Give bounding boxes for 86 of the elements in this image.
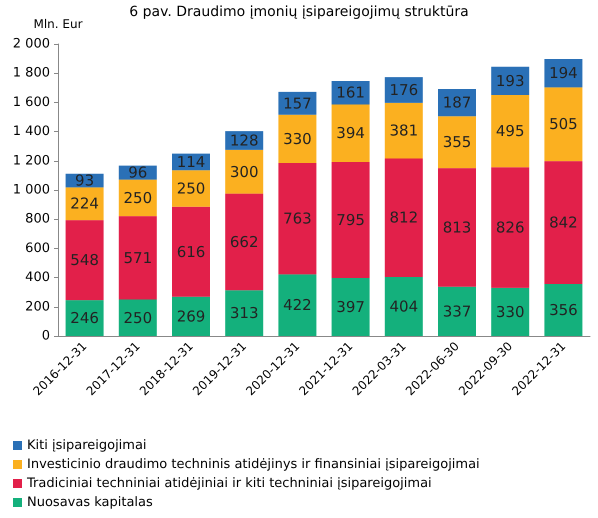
data-label: 250 bbox=[123, 188, 152, 207]
data-label: 842 bbox=[549, 214, 578, 232]
data-label: 193 bbox=[496, 72, 525, 90]
y-tick-label: 800 bbox=[25, 212, 50, 227]
bar bbox=[491, 288, 530, 336]
bar bbox=[278, 274, 316, 336]
data-label: 397 bbox=[336, 298, 365, 316]
bar bbox=[332, 104, 370, 162]
bar bbox=[332, 278, 370, 336]
y-tick-label: 1 200 bbox=[12, 153, 50, 168]
bar bbox=[544, 161, 582, 284]
y-tick-label: 2 000 bbox=[12, 36, 50, 52]
y-tick-label: 1 000 bbox=[12, 182, 50, 198]
data-label: 571 bbox=[123, 248, 152, 267]
legend-label: Investicinio draudimo techninis atidėjinys ir finansiniai įsipareigojimai bbox=[27, 457, 480, 472]
y-tick-label: 200 bbox=[25, 299, 50, 314]
data-label: 337 bbox=[442, 302, 472, 320]
bar bbox=[225, 290, 264, 336]
data-label: 795 bbox=[336, 211, 365, 230]
bar bbox=[172, 296, 210, 336]
bar bbox=[118, 180, 157, 216]
data-label: 826 bbox=[496, 218, 525, 237]
bar bbox=[225, 150, 264, 194]
legend-label: Kiti įsipareigojimai bbox=[27, 438, 147, 453]
data-label: 157 bbox=[283, 94, 312, 112]
y-tick-label: 1 800 bbox=[12, 66, 50, 81]
bar bbox=[544, 87, 582, 162]
data-label: 246 bbox=[70, 309, 99, 328]
data-label: 495 bbox=[496, 122, 525, 140]
data-label: 355 bbox=[442, 133, 472, 152]
bar bbox=[544, 284, 582, 336]
data-label: 93 bbox=[75, 172, 94, 190]
data-label: 404 bbox=[389, 298, 418, 316]
data-label: 394 bbox=[336, 124, 365, 142]
bar bbox=[438, 116, 476, 168]
chart-title: 6 pav. Draudimo įmonių įsipareigojimų struktūra bbox=[129, 4, 469, 20]
data-label: 422 bbox=[283, 296, 312, 314]
bar bbox=[384, 158, 423, 278]
bar bbox=[384, 277, 423, 336]
bar bbox=[278, 162, 316, 274]
bar bbox=[118, 300, 157, 336]
data-label: 250 bbox=[176, 180, 206, 198]
data-label: 662 bbox=[230, 232, 259, 251]
bar bbox=[491, 94, 530, 168]
legend-label: Tradiciniai techniniai atidėjiniai ir kiti techniniai įsipareigojimai bbox=[26, 476, 432, 491]
y-tick-label: 400 bbox=[25, 270, 50, 286]
data-label: 96 bbox=[128, 164, 148, 182]
data-label: 356 bbox=[549, 301, 578, 320]
data-label: 616 bbox=[176, 242, 206, 261]
bar bbox=[384, 102, 423, 158]
y-tick-label: 0 bbox=[42, 328, 50, 344]
bar bbox=[172, 170, 210, 207]
data-label: 300 bbox=[230, 162, 259, 181]
data-label: 813 bbox=[442, 218, 472, 236]
y-tick-label: 1 400 bbox=[12, 124, 50, 140]
data-label: 224 bbox=[70, 194, 99, 213]
data-label: 812 bbox=[389, 208, 418, 227]
y-tick-label: 1 600 bbox=[12, 94, 50, 110]
data-label: 128 bbox=[230, 132, 259, 150]
y-tick-label: 600 bbox=[25, 240, 50, 256]
data-label: 250 bbox=[123, 308, 152, 327]
data-label: 269 bbox=[176, 307, 206, 326]
bar bbox=[491, 167, 530, 288]
bar bbox=[438, 168, 476, 287]
bar bbox=[66, 220, 104, 300]
bar bbox=[332, 162, 370, 278]
data-label: 330 bbox=[496, 302, 525, 321]
bar bbox=[118, 216, 157, 300]
data-label: 161 bbox=[336, 84, 365, 102]
y-axis-title: Mln. Eur bbox=[33, 17, 83, 31]
data-label: 313 bbox=[230, 304, 259, 322]
data-label: 505 bbox=[549, 115, 578, 134]
data-label: 381 bbox=[389, 122, 418, 140]
data-label: 330 bbox=[283, 130, 312, 148]
data-label: 176 bbox=[389, 80, 418, 99]
bar bbox=[225, 194, 264, 290]
data-label: 194 bbox=[549, 64, 578, 82]
data-label: 187 bbox=[442, 94, 472, 112]
data-label: 763 bbox=[283, 210, 312, 228]
data-label: 114 bbox=[176, 152, 206, 171]
data-label: 548 bbox=[70, 251, 99, 270]
bar bbox=[278, 114, 316, 163]
bar bbox=[172, 206, 210, 297]
bar bbox=[438, 286, 476, 336]
legend-label: Nuosavas kapitalas bbox=[27, 495, 153, 510]
bar bbox=[66, 300, 104, 336]
